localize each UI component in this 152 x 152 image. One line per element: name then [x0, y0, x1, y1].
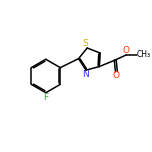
Text: CH₃: CH₃	[136, 50, 150, 59]
Text: S: S	[83, 39, 89, 48]
Text: N: N	[82, 70, 89, 79]
Text: F: F	[43, 93, 48, 102]
Text: O: O	[113, 71, 120, 80]
Text: O: O	[123, 46, 130, 55]
